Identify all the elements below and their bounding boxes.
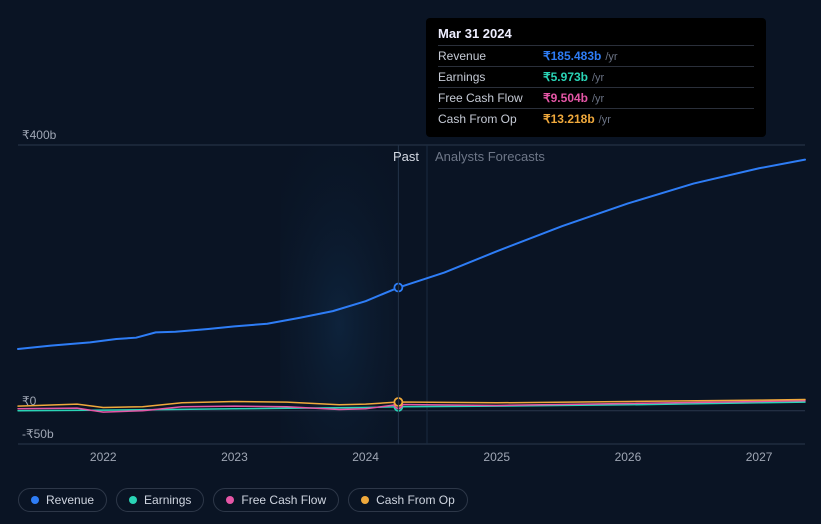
x-axis-label: 2027: [746, 450, 773, 464]
legend-item-cash-from-op[interactable]: Cash From Op: [348, 488, 468, 512]
legend-dot-icon: [226, 496, 234, 504]
tooltip-row-value: ₹5.973b: [543, 70, 588, 84]
tooltip-row-label: Free Cash Flow: [438, 91, 543, 105]
tooltip-row-label: Revenue: [438, 49, 543, 63]
chart-tooltip: Mar 31 2024 Revenue₹185.483b/yrEarnings₹…: [426, 18, 766, 137]
legend-dot-icon: [129, 496, 137, 504]
tooltip-row-unit: /yr: [605, 51, 617, 63]
tooltip-row: Free Cash Flow₹9.504b/yr: [438, 87, 754, 108]
tooltip-row-value: ₹185.483b: [543, 49, 601, 63]
tooltip-rows: Revenue₹185.483b/yrEarnings₹5.973b/yrFre…: [438, 45, 754, 129]
legend-item-label: Cash From Op: [376, 493, 455, 507]
financials-chart: Mar 31 2024 Revenue₹185.483b/yrEarnings₹…: [0, 0, 821, 524]
legend-item-label: Revenue: [46, 493, 94, 507]
x-axis-label: 2025: [483, 450, 510, 464]
legend: Revenue Earnings Free Cash Flow Cash From O…: [18, 488, 468, 512]
tooltip-row-label: Cash From Op: [438, 112, 543, 126]
legend-item-free-cash-flow[interactable]: Free Cash Flow: [213, 488, 339, 512]
legend-dot-icon: [31, 496, 39, 504]
legend-item-label: Earnings: [144, 493, 191, 507]
region-label-past: Past: [393, 149, 419, 164]
y-axis-label: ₹0: [22, 394, 36, 408]
x-axis-label: 2022: [90, 450, 117, 464]
tooltip-row-value: ₹13.218b: [543, 112, 595, 126]
y-axis-label: -₹50b: [22, 427, 54, 441]
tooltip-row: Revenue₹185.483b/yr: [438, 45, 754, 66]
tooltip-row-value: ₹9.504b: [543, 91, 588, 105]
legend-item-earnings[interactable]: Earnings: [116, 488, 204, 512]
x-axis-label: 2024: [352, 450, 379, 464]
legend-item-label: Free Cash Flow: [241, 493, 326, 507]
tooltip-row: Cash From Op₹13.218b/yr: [438, 108, 754, 129]
region-label-future: Analysts Forecasts: [435, 149, 545, 164]
y-axis-label: ₹400b: [22, 128, 56, 142]
tooltip-row-unit: /yr: [592, 93, 604, 105]
legend-item-revenue[interactable]: Revenue: [18, 488, 107, 512]
tooltip-row: Earnings₹5.973b/yr: [438, 66, 754, 87]
legend-dot-icon: [361, 496, 369, 504]
x-axis-label: 2026: [615, 450, 642, 464]
tooltip-row-unit: /yr: [592, 72, 604, 84]
tooltip-row-unit: /yr: [599, 114, 611, 126]
x-axis-label: 2023: [221, 450, 248, 464]
tooltip-row-label: Earnings: [438, 70, 543, 84]
tooltip-date: Mar 31 2024: [438, 26, 754, 45]
